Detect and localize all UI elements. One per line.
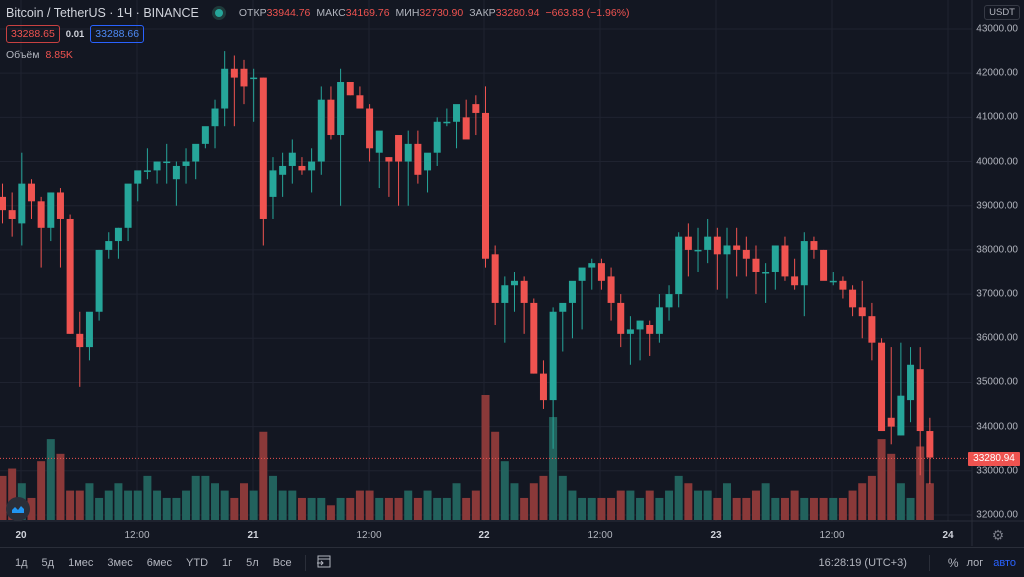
range-1d[interactable]: 1д xyxy=(15,556,28,569)
high-value: 34169.76 xyxy=(345,7,390,19)
price-axis[interactable]: USDT 32000.00 33000.00 34000.00 35000.00 360… xyxy=(972,0,1024,546)
percent-scale-toggle[interactable]: % xyxy=(947,555,959,570)
last-price-label: 33280.94 xyxy=(968,452,1020,466)
close-value: 33280.94 xyxy=(495,7,540,19)
price-tick-label: 38000.00 xyxy=(976,244,1018,256)
price-tick-label: 41000.00 xyxy=(976,111,1018,123)
price-tick-label: 39000.00 xyxy=(976,200,1018,212)
candlestick-chart[interactable] xyxy=(0,0,1024,546)
range-5d[interactable]: 5д xyxy=(41,556,55,569)
time-tick-label: 12:00 xyxy=(124,530,150,541)
range-ytd[interactable]: YTD xyxy=(186,556,209,569)
range-1y[interactable]: 1г xyxy=(222,556,233,569)
range-all[interactable]: Все xyxy=(272,556,292,569)
clock[interactable]: 16:28:19 (UTC+3) xyxy=(818,556,907,569)
volume-value: 8.85K xyxy=(45,49,73,61)
chart-legend: Bitcoin / TetherUS · 1Ч · BINANCE ОТКР 33… xyxy=(6,6,630,20)
open-label: ОТКР xyxy=(238,7,267,19)
close-label: ЗАКР xyxy=(469,7,496,19)
auto-scale-toggle[interactable]: авто xyxy=(993,556,1016,569)
price-tick-label: 40000.00 xyxy=(976,156,1018,168)
change-value: −663.83 (−1.96%) xyxy=(545,7,630,19)
range-6m[interactable]: 6мес xyxy=(146,556,173,569)
market-status-dot-icon xyxy=(214,9,223,17)
price-tick-label: 42000.00 xyxy=(976,67,1018,79)
time-tick-label: 23 xyxy=(710,530,722,541)
quote-row: 33288.65 0.01 33288.66 xyxy=(6,25,145,43)
low-label: МИН xyxy=(395,7,420,19)
time-tick-label: 12:00 xyxy=(587,530,613,541)
currency-button[interactable]: USDT xyxy=(984,5,1020,20)
volume-legend: Объём 8.85K xyxy=(6,49,73,61)
bottom-toolbar: 1д 5д 1мес 3мес 6мес YTD 1г 5л Все 16:28… xyxy=(0,547,1024,577)
time-tick-label: 21 xyxy=(247,530,259,541)
settings-gear-icon[interactable]: ⚙ xyxy=(991,527,1005,543)
range-1m[interactable]: 1мес xyxy=(68,556,94,569)
open-value: 33944.76 xyxy=(266,7,311,19)
price-tick-label: 36000.00 xyxy=(976,332,1018,344)
price-tick-label: 34000.00 xyxy=(976,421,1018,433)
price-tick-label: 35000.00 xyxy=(976,376,1018,388)
time-tick-label: 12:00 xyxy=(819,530,845,541)
sell-button[interactable]: 33288.65 xyxy=(6,25,60,43)
time-tick-label: 24 xyxy=(942,530,954,541)
range-5y[interactable]: 5л xyxy=(246,556,259,569)
price-tick-label: 33000.00 xyxy=(976,465,1018,477)
buy-button[interactable]: 33288.66 xyxy=(90,25,145,43)
high-label: МАКС xyxy=(316,7,346,19)
low-value: 32730.90 xyxy=(419,7,464,19)
price-tick-label: 43000.00 xyxy=(976,23,1018,35)
symbol-title[interactable]: Bitcoin / TetherUS · 1Ч · BINANCE xyxy=(6,6,199,20)
divider xyxy=(928,554,930,571)
price-tick-label: 37000.00 xyxy=(976,288,1018,300)
spread-value: 0.01 xyxy=(65,28,85,40)
divider xyxy=(304,554,306,571)
tradingview-logo-icon[interactable] xyxy=(6,497,30,521)
volume-label[interactable]: Объём xyxy=(6,49,40,61)
time-tick-label: 12:00 xyxy=(356,530,382,541)
range-3m[interactable]: 3мес xyxy=(107,556,133,569)
log-scale-toggle[interactable]: лог xyxy=(966,556,984,569)
time-tick-label: 20 xyxy=(15,530,27,541)
goto-date-calendar-icon[interactable] xyxy=(316,554,332,571)
time-tick-label: 22 xyxy=(478,530,490,541)
price-tick-label: 32000.00 xyxy=(976,509,1018,521)
